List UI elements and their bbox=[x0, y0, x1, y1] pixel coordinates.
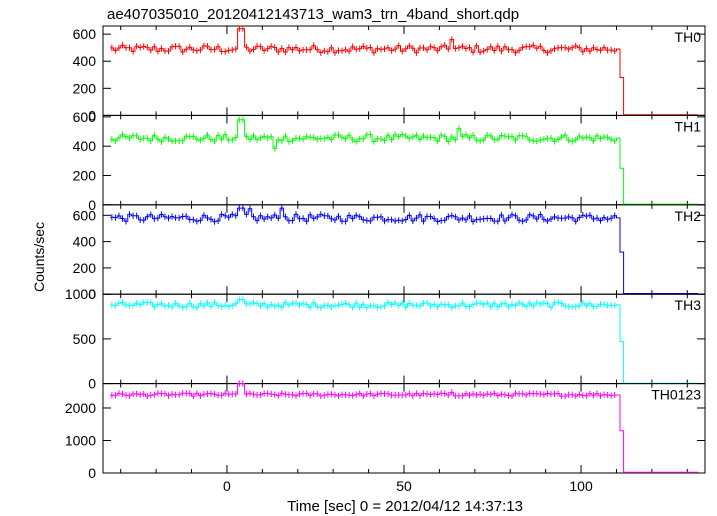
x-tick-label: 0 bbox=[223, 478, 231, 494]
y-tick-label: 200 bbox=[73, 260, 97, 276]
y-tick-label: 1000 bbox=[65, 432, 96, 448]
y-tick-label: 2000 bbox=[65, 400, 96, 416]
band-label: TH2 bbox=[675, 208, 702, 224]
panel-th2: 0 200 400 600 TH2 bbox=[73, 204, 706, 302]
band-label: TH1 bbox=[675, 118, 702, 134]
y-tick-label: 0 bbox=[88, 465, 96, 481]
y-tick-label: 400 bbox=[73, 53, 97, 69]
y-tick-label: 1000 bbox=[65, 286, 96, 302]
band-label: TH0123 bbox=[651, 387, 701, 403]
y-tick-label: 600 bbox=[73, 109, 97, 125]
y-tick-label: 0 bbox=[88, 286, 96, 302]
x-tick-label: 100 bbox=[569, 478, 593, 494]
panel-th0: 0 200 400 600 TH0 bbox=[73, 25, 706, 123]
series-line bbox=[110, 207, 698, 294]
chart-title: ae407035010_20120412143713_wam3_trn_4ban… bbox=[107, 6, 519, 23]
panel-frame bbox=[102, 114, 706, 206]
panel-th0123: 0 1000 2000 TH0123 0 50 100 bbox=[65, 380, 706, 494]
y-tick-label: 400 bbox=[73, 138, 97, 154]
panel-th3: 0 500 1000 TH3 bbox=[65, 286, 706, 392]
x-axis-label: Time [sec] 0 = 2012/04/12 14:37:13 bbox=[287, 498, 523, 515]
y-axis-label: Counts/sec bbox=[31, 222, 47, 292]
y-tick-label: 0 bbox=[88, 107, 96, 123]
y-tick-label: 600 bbox=[73, 26, 97, 42]
band-label: TH0 bbox=[675, 29, 702, 45]
y-tick-label: 500 bbox=[73, 331, 97, 347]
series-line bbox=[110, 119, 698, 205]
panel-th1: 0 200 400 600 TH1 bbox=[73, 109, 706, 213]
y-tick-label: 200 bbox=[73, 80, 97, 96]
y-tick-label: 600 bbox=[73, 207, 97, 223]
y-tick-label: 400 bbox=[73, 234, 97, 250]
series-line bbox=[110, 299, 698, 384]
band-label: TH3 bbox=[675, 297, 702, 313]
series-line bbox=[110, 383, 698, 473]
panel-frame bbox=[102, 25, 706, 116]
series-line bbox=[110, 28, 698, 116]
x-tick-label: 50 bbox=[396, 478, 412, 494]
y-tick-label: 200 bbox=[73, 167, 97, 183]
y-tick-label: 0 bbox=[88, 197, 96, 213]
y-tick-label: 0 bbox=[88, 376, 96, 392]
